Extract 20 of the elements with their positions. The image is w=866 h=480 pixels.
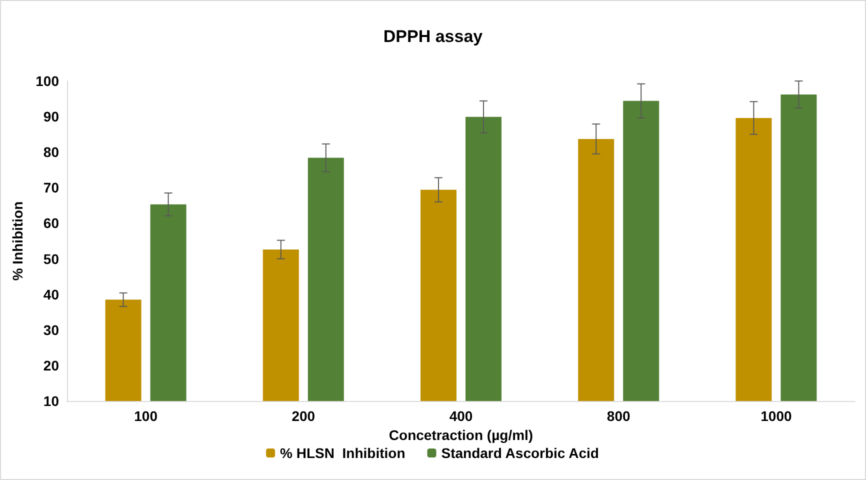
y-tick-label: 70 <box>43 180 60 196</box>
chart-title: DPPH assay <box>383 27 484 46</box>
y-tick-label: 100 <box>36 73 60 89</box>
x-tick-label: 400 <box>449 408 473 424</box>
y-tick-label: 10 <box>43 393 60 409</box>
y-axis-title: % Inhibition <box>10 201 26 281</box>
y-tick-label: 50 <box>43 250 60 267</box>
y-tick-label: 90 <box>43 108 60 125</box>
y-tick-label: 80 <box>43 144 60 160</box>
y-tick-label: 20 <box>43 357 60 374</box>
x-tick-label: 200 <box>292 408 316 424</box>
x-tick-label: 100 <box>134 408 158 424</box>
x-tick-label: 800 <box>606 408 630 424</box>
y-tick-label: 30 <box>43 322 60 338</box>
y-tick-label: 60 <box>43 215 60 232</box>
y-tick-label: 40 <box>43 286 60 302</box>
legend-label: Standard Ascorbic Acid <box>441 445 599 461</box>
x-axis-title: Concetraction (µg/ml) <box>388 426 534 443</box>
legend-label: % HLSN Inhibition <box>280 445 406 461</box>
x-tick-label: 1000 <box>760 408 792 424</box>
